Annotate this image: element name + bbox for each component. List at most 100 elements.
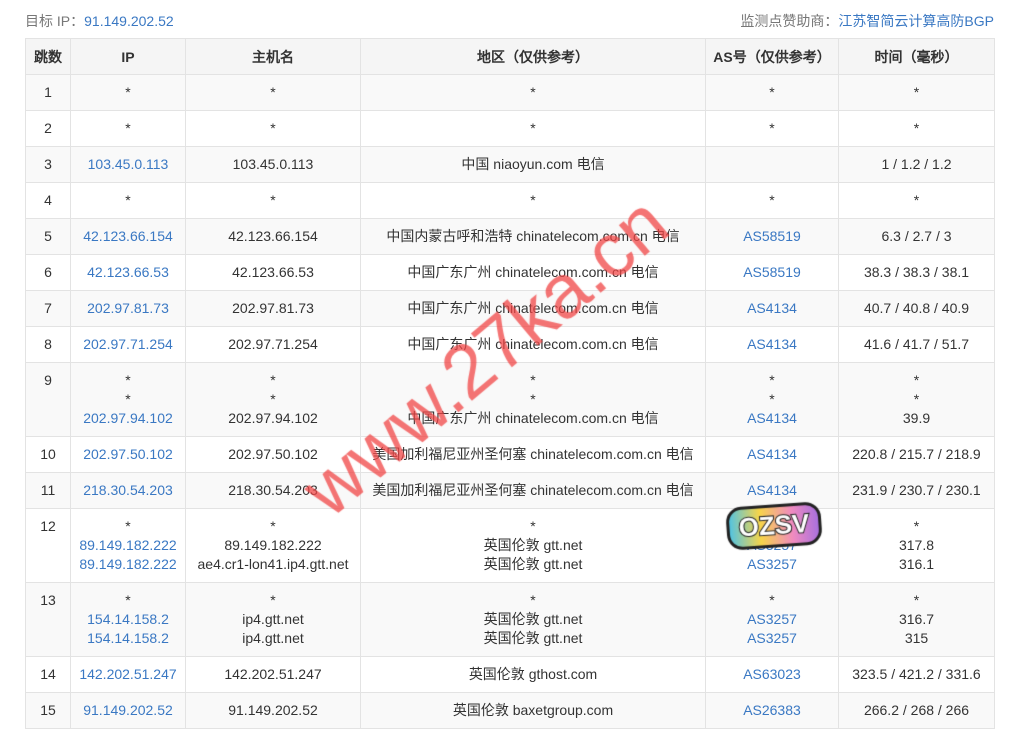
table-row: 14 142.202.51.247 142.202.51.247 英国伦敦 gthos…	[25, 656, 995, 693]
region-value: 中国广东广州 chinatelecom.com.cn 电信	[407, 300, 659, 316]
region-value: 英国伦敦 gthost.com	[468, 666, 598, 682]
ip-value[interactable]: 91.149.202.52	[83, 702, 173, 718]
as-value[interactable]: AS3257	[747, 556, 797, 572]
ip-value: *	[125, 391, 131, 407]
as-value[interactable]: AS4134	[747, 410, 797, 426]
ip-value[interactable]: 103.45.0.113	[87, 156, 169, 172]
host-value: 42.123.66.53	[232, 264, 314, 280]
ip-value[interactable]: 89.149.182.222	[79, 556, 177, 572]
ip-cell: 91.149.202.52	[70, 692, 186, 729]
as-value[interactable]: AS26383	[743, 702, 801, 718]
host-cell: 202.97.50.102	[185, 436, 361, 473]
time-value: *	[913, 192, 920, 208]
as-value[interactable]: AS63023	[743, 666, 801, 682]
region-value: 中国广东广州 chinatelecom.com.cn 电信	[407, 410, 659, 426]
as-cell	[705, 146, 839, 183]
time-cell: *	[838, 182, 995, 219]
table-row: 3 103.45.0.113 103.45.0.113 中国 niaoyun.com …	[25, 146, 995, 183]
time-value: 38.3 / 38.3 / 38.1	[863, 264, 970, 280]
host-value: 142.202.51.247	[224, 666, 322, 682]
top-bar: 目标 IP：91.149.202.52 监测点赞助商：江苏智简云计算高防BGP	[25, 11, 994, 31]
host-value: 202.97.50.102	[228, 446, 318, 462]
as-cell: * AS3257 AS3257	[705, 582, 839, 657]
time-cell: * 316.7 315	[838, 582, 995, 657]
as-value: *	[769, 84, 775, 100]
region-cell: 中国广东广州 chinatelecom.com.cn 电信	[360, 290, 706, 327]
host-value: 89.149.182.222	[224, 537, 322, 553]
column-header: IP	[70, 38, 186, 75]
ip-value[interactable]: 142.202.51.247	[79, 666, 177, 682]
ip-value[interactable]: 202.97.94.102	[83, 410, 173, 426]
host-value: 91.149.202.52	[228, 702, 318, 718]
as-value[interactable]: AS4134	[747, 482, 797, 498]
ip-value[interactable]: 42.123.66.154	[83, 228, 173, 244]
table-row: 2 * * * * *	[25, 110, 995, 147]
hop-number: 5	[25, 218, 71, 255]
region-cell: * 英国伦敦 gtt.net 英国伦敦 gtt.net	[360, 582, 706, 657]
host-value: *	[270, 84, 276, 100]
host-value: 103.45.0.113	[232, 156, 314, 172]
hop-number: 8	[25, 326, 71, 363]
region-value: 中国内蒙古呼和浩特 chinatelecom.com.cn 电信	[386, 228, 680, 244]
table-row: 8 202.97.71.254 202.97.71.254 中国广东广州 chinat…	[25, 326, 995, 363]
table-row: 5 42.123.66.154 42.123.66.154 中国内蒙古呼和浩特 chi…	[25, 218, 995, 255]
region-value: 英国伦敦 gtt.net	[483, 630, 583, 646]
region-value: 中国广东广州 chinatelecom.com.cn 电信	[407, 336, 659, 352]
hop-number: 14	[25, 656, 71, 693]
as-value[interactable]: AS4134	[747, 300, 797, 316]
hop-number: 15	[25, 692, 71, 729]
table-row: 15 91.149.202.52 91.149.202.52 英国伦敦 baxetgr…	[25, 692, 995, 729]
hop-number: 9	[25, 362, 71, 437]
as-value: *	[769, 372, 775, 388]
target-ip: 91.149.202.52	[84, 13, 174, 29]
time-value: 41.6 / 41.7 / 51.7	[863, 336, 970, 352]
column-header: AS号（仅供参考）	[705, 38, 839, 75]
host-value: 202.97.71.254	[228, 336, 318, 352]
host-value: 42.123.66.154	[228, 228, 318, 244]
region-value: 美国加利福尼亚州圣何塞 chinatelecom.com.cn 电信	[372, 446, 694, 462]
table-row: 11 218.30.54.203 218.30.54.203 美国加利福尼亚州圣何塞 …	[25, 472, 995, 509]
as-value[interactable]: AS4134	[747, 336, 797, 352]
host-cell: *	[185, 182, 361, 219]
time-cell: 6.3 / 2.7 / 3	[838, 218, 995, 255]
time-cell: 266.2 / 268 / 266	[838, 692, 995, 729]
as-value[interactable]: AS58519	[743, 264, 801, 280]
ip-cell: *	[70, 110, 186, 147]
ip-value[interactable]: 218.30.54.203	[83, 482, 173, 498]
as-value[interactable]: AS3257	[747, 611, 797, 627]
region-cell: *	[360, 110, 706, 147]
as-cell: AS58519	[705, 254, 839, 291]
ip-value[interactable]: 42.123.66.53	[87, 264, 169, 280]
host-value: *	[270, 372, 276, 388]
region-value: 中国广东广州 chinatelecom.com.cn 电信	[407, 264, 659, 280]
as-value[interactable]: AS3257	[747, 537, 797, 553]
hop-number: 7	[25, 290, 71, 327]
as-cell: * * AS4134	[705, 362, 839, 437]
as-value[interactable]: AS3257	[747, 630, 797, 646]
ip-value: *	[125, 372, 131, 388]
hop-number: 12	[25, 508, 71, 583]
host-cell: 91.149.202.52	[185, 692, 361, 729]
ip-value[interactable]: 89.149.182.222	[79, 537, 177, 553]
ip-value[interactable]: 154.14.158.2	[87, 611, 169, 627]
table-row: 13 * 154.14.158.2 154.14.158.2 * ip4.gtt.net i…	[25, 582, 995, 657]
ip-cell: * 89.149.182.222 89.149.182.222	[70, 508, 186, 583]
host-value: *	[270, 391, 276, 407]
sponsor-link[interactable]: 江苏智简云计算高防BGP	[838, 13, 994, 29]
region-cell: 中国 niaoyun.com 电信	[360, 146, 706, 183]
hop-number: 11	[25, 472, 71, 509]
host-cell: * * 202.97.94.102	[185, 362, 361, 437]
ip-value[interactable]: 202.97.50.102	[83, 446, 173, 462]
ip-value[interactable]: 154.14.158.2	[87, 630, 169, 646]
time-value: *	[913, 84, 920, 100]
ip-value[interactable]: 202.97.71.254	[83, 336, 173, 352]
host-cell: * 89.149.182.222 ae4.cr1-lon41.ip4.gtt.net	[185, 508, 361, 583]
host-cell: 42.123.66.53	[185, 254, 361, 291]
ip-value: *	[125, 592, 131, 608]
region-value: 英国伦敦 baxetgroup.com	[452, 702, 614, 718]
time-value: 220.8 / 215.7 / 218.9	[852, 446, 981, 462]
host-cell: 142.202.51.247	[185, 656, 361, 693]
ip-value[interactable]: 202.97.81.73	[87, 300, 169, 316]
as-value[interactable]: AS4134	[747, 446, 797, 462]
as-value[interactable]: AS58519	[743, 228, 801, 244]
